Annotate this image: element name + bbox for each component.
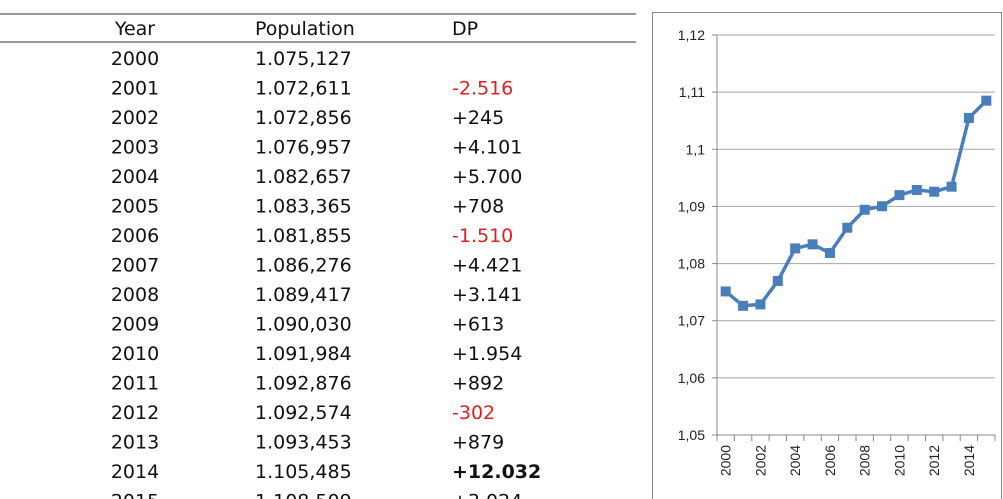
y-tick-label: 1,09 bbox=[678, 198, 705, 214]
column-header: Population bbox=[255, 18, 355, 40]
table-cell: 1.086,276 bbox=[255, 255, 352, 277]
table-cell: 1.072,611 bbox=[255, 78, 352, 100]
point-marker bbox=[790, 243, 801, 254]
point-marker bbox=[877, 201, 888, 212]
table-cell: 2003 bbox=[111, 137, 159, 159]
table-cell: -1.510 bbox=[452, 225, 513, 247]
table-cell: 1.105,485 bbox=[255, 461, 352, 483]
y-tick-label: 1,1 bbox=[686, 141, 706, 157]
point-marker bbox=[911, 184, 922, 195]
table-cell: 1.072,856 bbox=[255, 107, 352, 129]
table-cell: 1.082,657 bbox=[255, 166, 352, 188]
table-cell: 1.092,574 bbox=[255, 402, 352, 424]
x-tick-label: 2002 bbox=[752, 445, 768, 476]
table-cell: 2005 bbox=[111, 196, 159, 218]
x-tick-label: 2000 bbox=[718, 445, 734, 476]
point-marker bbox=[824, 247, 835, 258]
x-tick-label: 2006 bbox=[822, 445, 838, 476]
table-cell: +4.421 bbox=[452, 255, 522, 277]
y-tick-label: 1,07 bbox=[678, 313, 705, 329]
x-tick-label: 2012 bbox=[926, 445, 942, 476]
point-marker bbox=[772, 275, 783, 286]
table-cell: +892 bbox=[452, 373, 504, 395]
table-cell: 2007 bbox=[111, 255, 159, 277]
table-cell: -2.516 bbox=[452, 78, 513, 100]
table-cell: 2013 bbox=[111, 432, 159, 454]
point-marker bbox=[738, 300, 749, 311]
column-header: Year bbox=[114, 18, 155, 40]
y-tick-label: 1,05 bbox=[678, 427, 705, 443]
table-cell: +879 bbox=[452, 432, 504, 454]
table-cell: 1.093,453 bbox=[255, 432, 352, 454]
table-cell: +613 bbox=[452, 314, 504, 336]
table-cell: 2015 bbox=[111, 491, 159, 499]
table-cell: 1.075,127 bbox=[255, 48, 352, 70]
table-cell: 2008 bbox=[111, 284, 159, 306]
point-marker bbox=[946, 181, 957, 192]
table-cell: +5.700 bbox=[452, 166, 522, 188]
point-marker bbox=[929, 186, 940, 197]
table-cell: -302 bbox=[452, 402, 495, 424]
table-cell: 1.076,957 bbox=[255, 137, 352, 159]
point-marker bbox=[720, 286, 731, 297]
table-cell: 1.081,855 bbox=[255, 225, 352, 247]
table-cell: 2012 bbox=[111, 402, 159, 424]
table-cell: 1.090,030 bbox=[255, 314, 352, 336]
y-tick-label: 1,06 bbox=[678, 370, 705, 386]
point-marker bbox=[981, 95, 992, 106]
x-tick-label: 2010 bbox=[891, 445, 907, 476]
point-marker bbox=[842, 222, 853, 233]
table-cell: 2002 bbox=[111, 107, 159, 129]
table-cell: 2000 bbox=[111, 48, 159, 70]
x-tick-label: 2014 bbox=[961, 445, 977, 476]
table-cell: 2006 bbox=[111, 225, 159, 247]
table-cell: 2009 bbox=[111, 314, 159, 336]
table-cell: +1.954 bbox=[452, 343, 522, 365]
table-cell: 1.108,509 bbox=[255, 491, 352, 499]
chart: 1,05 1,06 1,07 1,08 1,09 1,1 1,11 1,12 2000 2002 2… bbox=[652, 12, 1002, 499]
table-cell: 2014 bbox=[111, 461, 159, 483]
table-cell: 1.089,417 bbox=[255, 284, 352, 306]
point-marker bbox=[894, 190, 905, 201]
table-cell: 2010 bbox=[111, 343, 159, 365]
point-marker bbox=[807, 239, 818, 250]
table-cell: 2011 bbox=[111, 373, 159, 395]
table-cell: +245 bbox=[452, 107, 504, 129]
y-tick-label: 1,11 bbox=[679, 84, 705, 100]
table-cell: 1.091,984 bbox=[255, 343, 352, 365]
table-cell: 1.092,876 bbox=[255, 373, 352, 395]
population-table: Year Population DP 2000 1.075,127 2001 1.072,6… bbox=[0, 13, 636, 499]
point-marker bbox=[859, 204, 870, 215]
x-tick-label: 2004 bbox=[787, 445, 803, 476]
table-cell: +3.141 bbox=[452, 284, 522, 306]
column-header: DP bbox=[452, 18, 478, 40]
table-cell: +4.101 bbox=[452, 137, 522, 159]
y-tick-label: 1,08 bbox=[678, 256, 705, 272]
table-cell: 2001 bbox=[111, 78, 159, 100]
table-cell: +3.024 bbox=[452, 491, 522, 499]
point-marker bbox=[755, 299, 766, 310]
table-cell: 2004 bbox=[111, 166, 159, 188]
series-line bbox=[724, 99, 988, 308]
point-marker bbox=[963, 112, 974, 123]
y-tick-label: 1,12 bbox=[678, 27, 705, 43]
x-tick-label: 2008 bbox=[857, 445, 873, 476]
table-cell: +708 bbox=[452, 196, 504, 218]
table-cell: +12.032 bbox=[452, 461, 541, 483]
table-cell: 1.083,365 bbox=[255, 196, 352, 218]
